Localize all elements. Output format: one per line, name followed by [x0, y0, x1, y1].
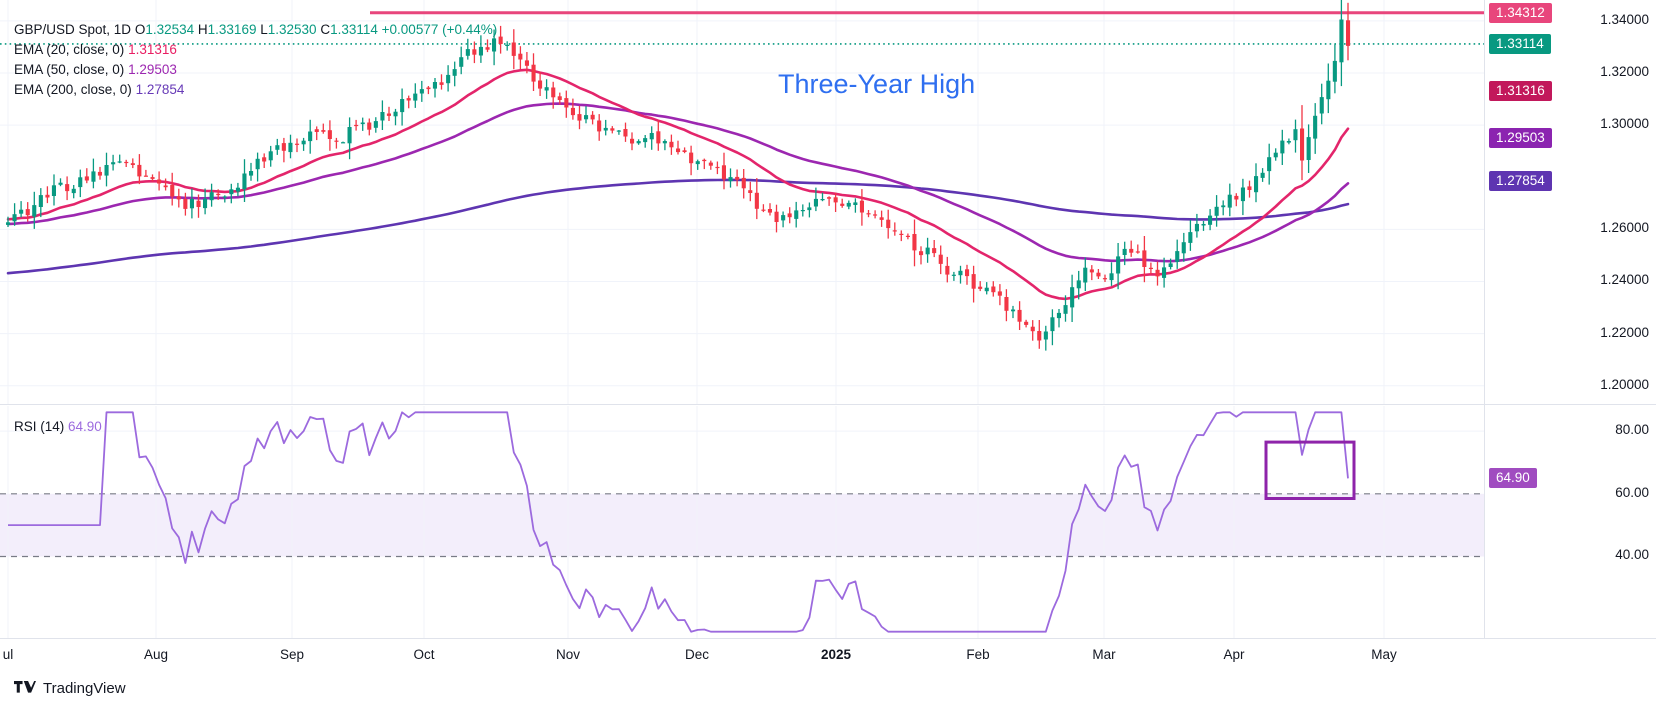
time-axis-label: Dec: [684, 647, 710, 662]
rsi-legend-label: RSI (14): [14, 419, 65, 434]
legend-ema20-label: EMA (20, close, 0): [14, 42, 125, 57]
time-axis-label: May: [1371, 647, 1397, 662]
legend-change: +0.00577 (+0.44%): [381, 22, 498, 37]
time-axis-label: ul: [2, 647, 14, 662]
legend-open-value: 1.32534: [145, 22, 195, 37]
chart-legend: GBP/USD Spot, 1D O1.32534 H1.33169 L1.32…: [14, 20, 497, 100]
legend-open-label: O: [134, 22, 146, 37]
price-axis-badge[interactable]: 1.27854: [1489, 171, 1552, 192]
legend-ohlc-row: GBP/USD Spot, 1D O1.32534 H1.33169 L1.32…: [14, 20, 497, 40]
time-axis-label: 2025: [820, 647, 852, 662]
time-axis[interactable]: ul Aug Sep Oct Nov Dec 2025 Feb Mar Apr May: [0, 638, 1656, 673]
price-axis-tick: 1.32000: [1600, 63, 1649, 79]
three-year-high-annotation[interactable]: Three-Year High: [778, 69, 976, 99]
price-axis[interactable]: 1.34000 1.32000 1.30000 1.26000 1.24000 1.220…: [1484, 0, 1656, 638]
time-axis-label: Nov: [555, 647, 581, 662]
legend-close-value: 1.33114: [330, 22, 378, 37]
price-axis-tick: 1.34000: [1600, 11, 1649, 27]
price-axis-badge[interactable]: 1.29503: [1489, 128, 1552, 149]
legend-high-label: H: [197, 22, 208, 37]
legend-ema200-row[interactable]: EMA (200, close, 0) 1.27854: [14, 80, 497, 100]
legend-high-value: 1.33169: [207, 22, 257, 37]
legend-symbol: GBP/USD Spot, 1D: [14, 22, 132, 37]
legend-low-value: 1.32530: [267, 22, 317, 37]
time-axis-label: Feb: [966, 647, 990, 662]
pane-divider: [0, 404, 1484, 405]
price-axis-tick: 1.22000: [1600, 324, 1649, 340]
price-axis-tick: 1.30000: [1600, 116, 1649, 132]
time-axis-label: Apr: [1223, 647, 1245, 662]
price-axis-badge[interactable]: 1.31316: [1489, 80, 1552, 101]
legend-ema200-value: 1.27854: [135, 82, 185, 97]
legend-ema50-value: 1.29503: [128, 62, 177, 77]
time-axis-label: Oct: [413, 647, 435, 662]
tradingview-brand-name: TradingView: [43, 680, 126, 697]
price-chart-pane[interactable]: [0, 0, 1484, 404]
legend-ema50-row[interactable]: EMA (50, close, 0) 1.29503: [14, 60, 497, 80]
tradingview-logo-icon: [14, 680, 36, 693]
rsi-axis-tick: 60.00: [1615, 484, 1649, 500]
legend-close-label: C: [320, 22, 331, 37]
price-axis-badge[interactable]: 1.34312: [1489, 2, 1552, 23]
time-axis-label: Sep: [279, 647, 305, 662]
legend-ema20-value: 1.31316: [128, 42, 177, 57]
rsi-axis-tick: 80.00: [1615, 422, 1649, 438]
price-axis-tick: 1.20000: [1600, 376, 1649, 392]
axis-pane-divider: [1485, 404, 1656, 405]
price-axis-badge[interactable]: 1.33114: [1489, 33, 1551, 54]
price-axis-tick: 1.26000: [1600, 220, 1649, 236]
time-axis-label: Aug: [143, 647, 169, 662]
tradingview-brand[interactable]: TradingView: [14, 680, 126, 697]
rsi-axis-tick: 40.00: [1615, 547, 1649, 563]
price-axis-tick: 1.24000: [1600, 272, 1649, 288]
legend-ema200-label: EMA (200, close, 0): [14, 82, 132, 97]
legend-ema50-label: EMA (50, close, 0): [14, 62, 125, 77]
legend-low-label: L: [260, 22, 268, 37]
brand-bar: TradingView: [0, 672, 1656, 718]
rsi-legend[interactable]: RSI (14) 64.90: [14, 418, 102, 436]
price-chart-svg: [0, 0, 1484, 404]
rsi-chart-svg: [0, 406, 1484, 638]
rsi-indicator-pane[interactable]: [0, 406, 1484, 638]
time-axis-label: Mar: [1092, 647, 1116, 662]
rsi-axis-badge[interactable]: 64.90: [1489, 468, 1537, 489]
rsi-legend-value: 64.90: [68, 419, 102, 434]
legend-ema20-row[interactable]: EMA (20, close, 0) 1.31316: [14, 40, 497, 60]
